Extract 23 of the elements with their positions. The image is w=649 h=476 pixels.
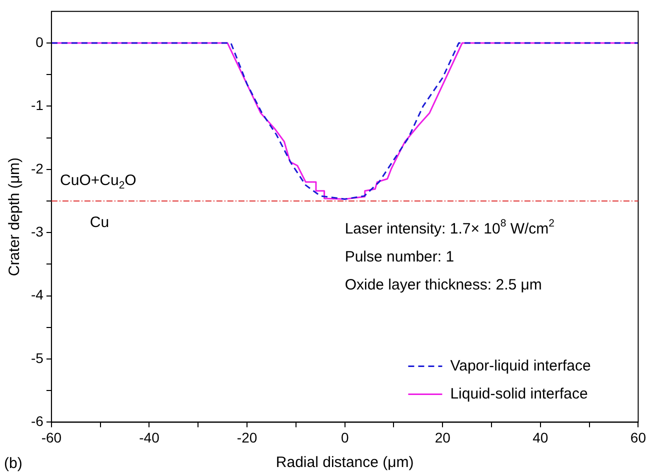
text: (b) — [4, 455, 22, 472]
legend-label: Vapor-liquid interface — [450, 357, 591, 374]
x-tick-label: -20 — [236, 429, 258, 446]
annotation: Oxide layer thickness: 2.5 μm — [344, 276, 542, 294]
y-tick-label: -3 — [30, 223, 44, 240]
y-tick-label: 0 — [36, 34, 44, 50]
y-tick-label: -1 — [30, 97, 44, 114]
y-axis-title: Crater depth (μm) — [6, 157, 24, 276]
y-tick-label: -5 — [30, 350, 44, 366]
y-tick-label: -2 — [30, 160, 44, 176]
x-tick-label: -60 — [41, 429, 62, 446]
y-tick-label: -6 — [30, 413, 44, 430]
x-tick-label: -40 — [139, 429, 160, 446]
y-tick-label: -4 — [30, 286, 44, 303]
x-tick-label: 40 — [532, 429, 548, 446]
x-axis-title: Radial distance (μm) — [276, 454, 414, 472]
legend-label: Liquid-solid interface — [450, 385, 588, 402]
x-tick-label: 0 — [340, 429, 349, 446]
annotation: Pulse number: 1 — [344, 248, 454, 266]
x-tick-label: 60 — [630, 429, 646, 446]
x-tick-label: 20 — [434, 429, 451, 446]
line-series — [51, 42, 638, 200]
annotation: Cu — [90, 214, 110, 232]
